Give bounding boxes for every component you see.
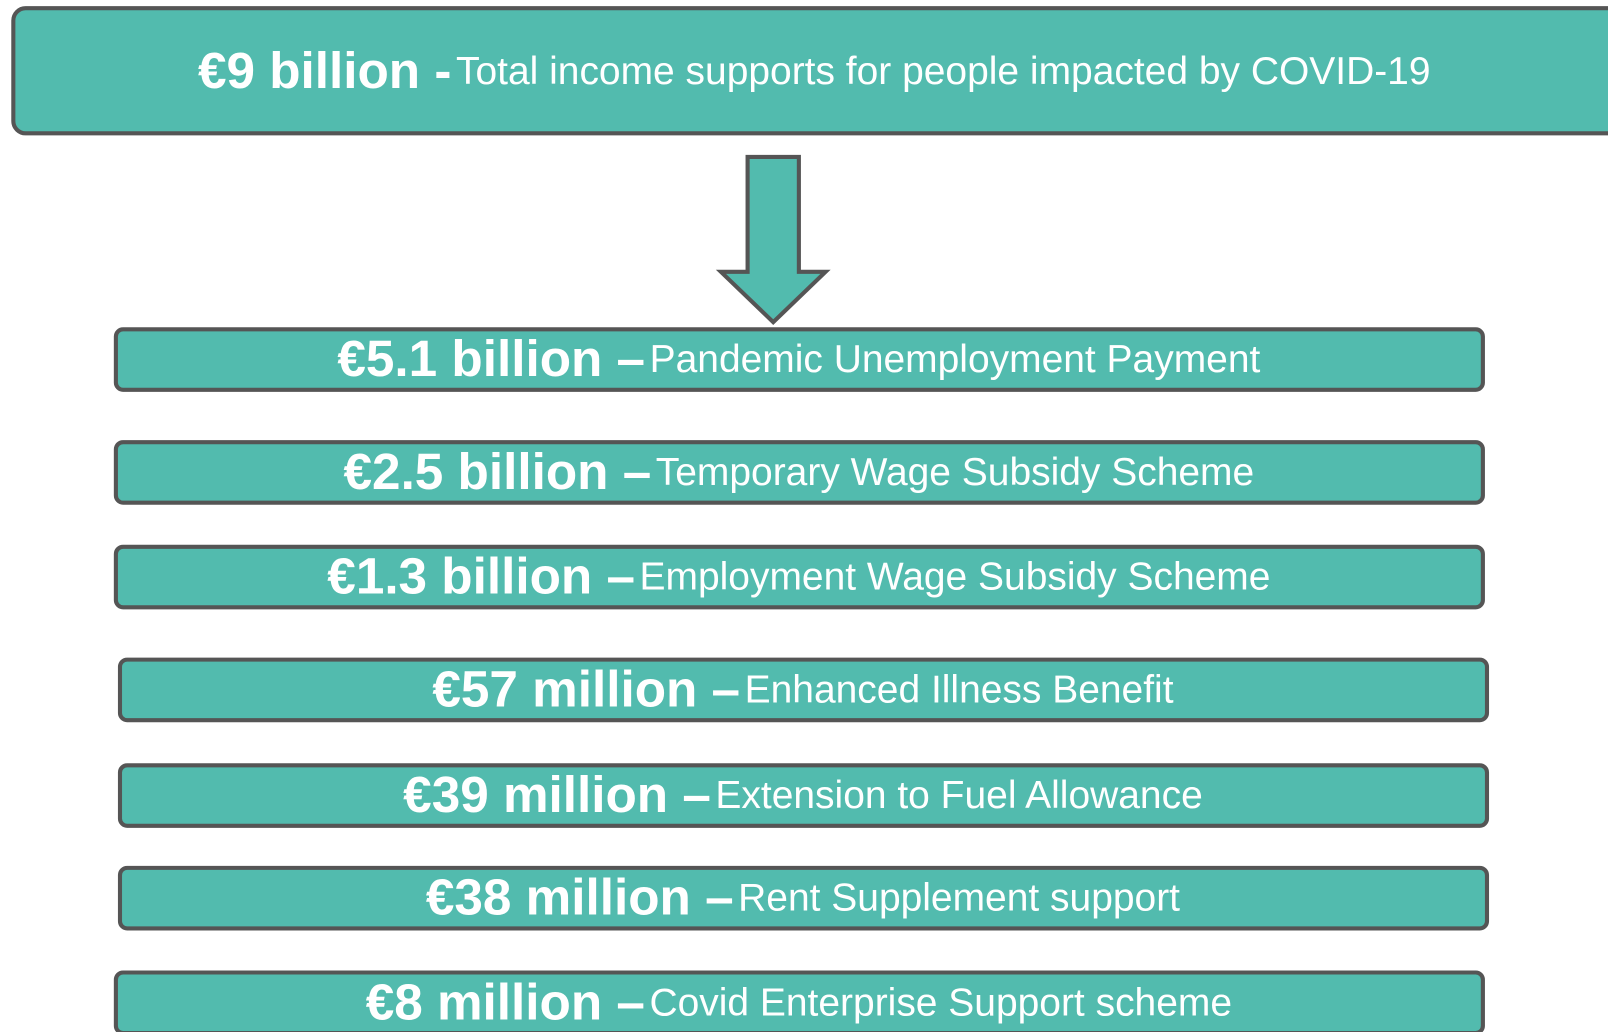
item-amount: €5.1 billion – bbox=[337, 330, 645, 387]
header-label: Total income supports for people impacte… bbox=[456, 50, 1431, 93]
item-amount: €39 million – bbox=[403, 766, 711, 823]
item-text: €39 million – Extension to Fuel Allowanc… bbox=[403, 766, 1203, 823]
header-text: €9 billion - Total income supports for p… bbox=[198, 41, 1431, 98]
item-box bbox=[113, 970, 1485, 1032]
item-box bbox=[117, 763, 1490, 828]
item-text: €38 million – Rent Supplement support bbox=[426, 868, 1180, 925]
item-label: Pandemic Unemployment Payment bbox=[650, 338, 1261, 381]
item-amount: €38 million – bbox=[426, 868, 734, 925]
item-label: Covid Enterprise Support scheme bbox=[649, 982, 1232, 1025]
item-amount: €8 million – bbox=[366, 973, 645, 1030]
item-box bbox=[117, 657, 1490, 723]
item-box bbox=[113, 440, 1485, 505]
header-amount: €9 billion - bbox=[198, 41, 451, 98]
item-text: €2.5 billion – Temporary Wage Subsidy Sc… bbox=[344, 443, 1255, 500]
arrow bbox=[715, 154, 831, 325]
item-label: Temporary Wage Subsidy Scheme bbox=[656, 451, 1254, 494]
item-label: Rent Supplement support bbox=[738, 877, 1180, 920]
item-box bbox=[117, 865, 1490, 931]
header-box bbox=[11, 6, 1608, 136]
item-text: €5.1 billion – Pandemic Unemployment Pay… bbox=[337, 330, 1260, 387]
item-amount: €57 million – bbox=[432, 660, 740, 717]
item-label: Extension to Fuel Allowance bbox=[715, 774, 1202, 817]
item-text: €1.3 billion – Employment Wage Subsidy S… bbox=[327, 547, 1270, 604]
item-amount: €2.5 billion – bbox=[344, 443, 652, 500]
item-label: Enhanced Illness Benefit bbox=[745, 669, 1174, 712]
item-text: €8 million – Covid Enterprise Support sc… bbox=[366, 973, 1232, 1030]
item-amount: €1.3 billion – bbox=[327, 547, 635, 604]
item-box bbox=[113, 327, 1485, 392]
item-text: €57 million – Enhanced Illness Benefit bbox=[432, 660, 1173, 717]
item-label: Employment Wage Subsidy Scheme bbox=[640, 556, 1271, 599]
item-box bbox=[113, 544, 1485, 610]
